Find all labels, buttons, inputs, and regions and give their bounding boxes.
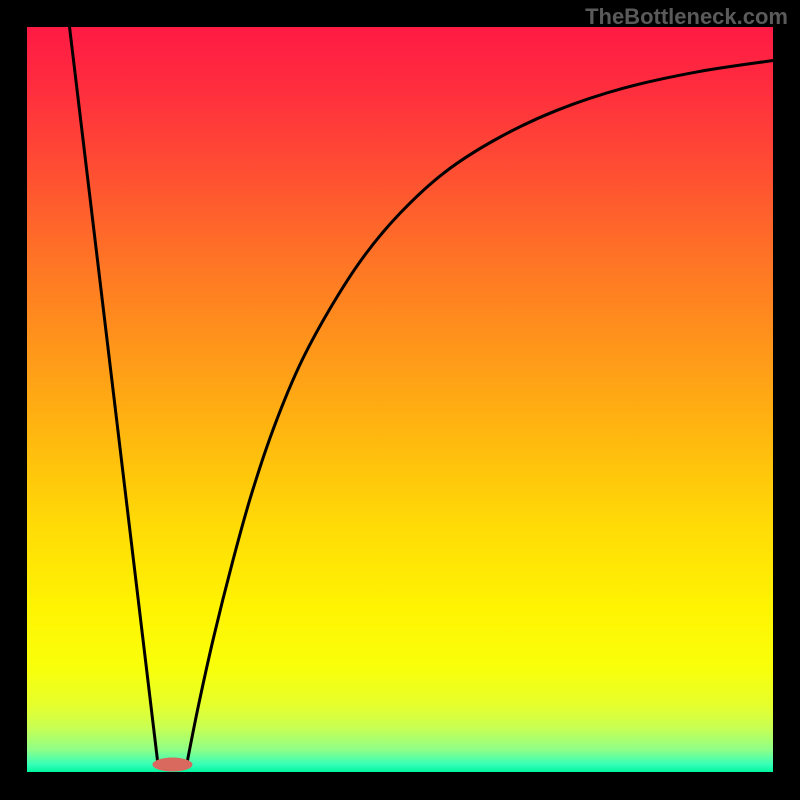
bottleneck-marker (152, 758, 192, 772)
chart-svg (27, 27, 773, 772)
watermark-text: TheBottleneck.com (585, 4, 788, 30)
chart-container: TheBottleneck.com (0, 0, 800, 800)
gradient-background (27, 27, 773, 772)
